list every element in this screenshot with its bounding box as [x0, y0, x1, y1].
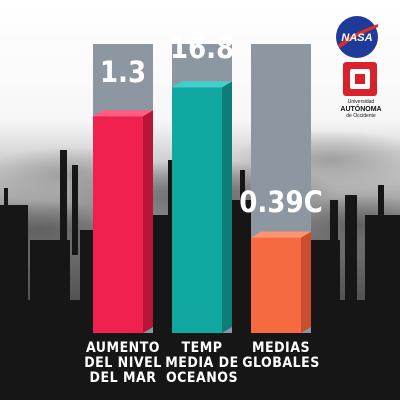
- nasa-logo-text: NASA: [341, 32, 372, 44]
- uao-logo: [343, 62, 377, 96]
- value-label: 1.3: [100, 55, 146, 89]
- bar: [93, 116, 143, 333]
- bar-top: [251, 231, 311, 238]
- bar-top: [93, 110, 153, 117]
- factory-scaffolding: [0, 219, 400, 281]
- uao-logo-mark-core: [355, 74, 365, 84]
- uao-logo-line1: Universidad: [347, 99, 375, 105]
- nasa-logo: NASA: [336, 16, 378, 58]
- nasa-logo-swoosh: [338, 24, 378, 48]
- uao-logo-line3: de Occidente: [346, 113, 376, 119]
- bar-side: [301, 231, 311, 333]
- bar-chart: 1.3 AUMENTO DEL NIVEL DEL MAR 16.8 TEMP MEDIA …: [84, 31, 323, 386]
- bar: [172, 87, 222, 333]
- uao-logo-line2: AUTÓNOMA: [340, 106, 382, 113]
- factory-silhouette: [0, 150, 400, 400]
- category-label: AUMENTO DEL NIVEL DEL MAR: [84, 340, 162, 386]
- value-label: 0.39C: [239, 185, 323, 219]
- bar-side: [222, 81, 232, 333]
- bar-top: [172, 81, 232, 88]
- bar-side: [143, 110, 153, 333]
- category-label: MEDIAS GLOBALES: [242, 340, 320, 371]
- category-label: TEMP MEDIA DE OCEANOS: [165, 340, 238, 386]
- bar: [251, 237, 301, 333]
- value-label: 16.8: [170, 31, 234, 65]
